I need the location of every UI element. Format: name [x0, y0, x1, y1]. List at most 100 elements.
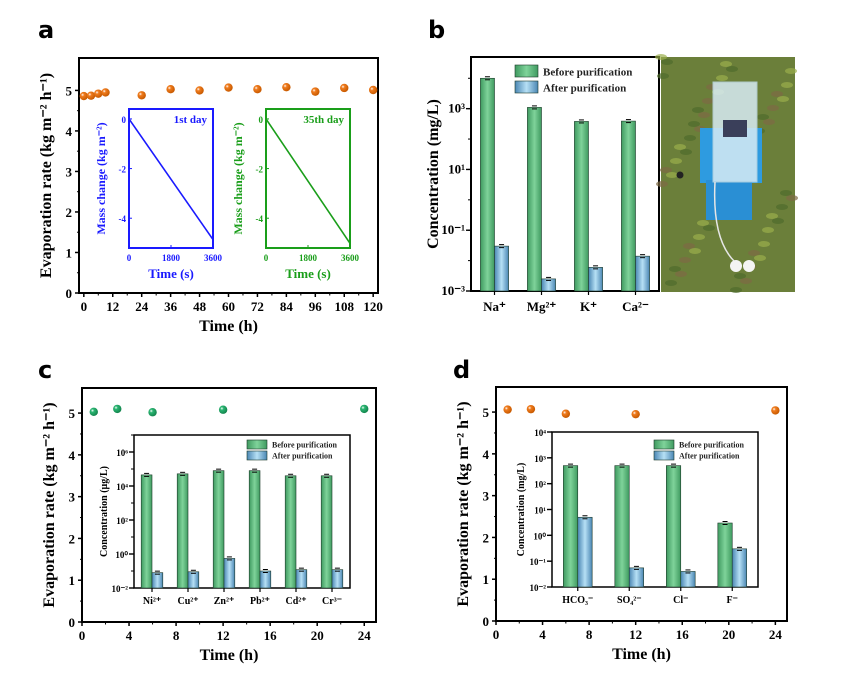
plot-frame	[495, 386, 788, 622]
y-tick-label: 4	[69, 448, 76, 463]
x-tick-label: 12	[106, 299, 119, 314]
grass-patch	[767, 105, 779, 111]
x-axis-title: Time (h)	[200, 647, 259, 664]
y-tick-label: 3	[69, 490, 76, 505]
data-point	[526, 404, 536, 414]
data-point	[503, 405, 512, 414]
bar-after-purification	[494, 245, 509, 292]
y-tick-label: 10⁶	[116, 448, 128, 458]
grass-patch	[734, 273, 746, 279]
x-tick-label: 48	[193, 299, 207, 314]
category-label: Cr³⁻	[322, 596, 342, 607]
y-tick-label: 0	[69, 615, 76, 630]
data-point	[218, 405, 228, 414]
y-tick-label: 10⁻¹	[441, 222, 465, 237]
y-tick-label: 10⁴	[534, 428, 546, 438]
bar-after-purification	[541, 278, 556, 292]
grass-patch	[758, 241, 770, 247]
bar-before-purification	[212, 470, 225, 589]
legend-label: After purification	[679, 452, 740, 461]
y-tick-label: 3	[483, 489, 490, 504]
bar-after-purification	[628, 567, 644, 588]
bar-before-purification	[621, 120, 636, 292]
bar-after-purification	[259, 570, 272, 589]
data-point	[631, 409, 640, 419]
legend-label: After purification	[272, 452, 333, 461]
category-label: F⁻	[727, 595, 738, 606]
data-point	[89, 407, 98, 417]
y-tick-label: 10²	[116, 516, 128, 526]
legend-label: Before purification	[679, 441, 745, 450]
x-tick-label: 3600	[341, 253, 360, 263]
y-tick-label: 10⁴	[116, 482, 128, 492]
data-point	[253, 84, 262, 94]
grass-patch	[661, 59, 673, 65]
grass-patch	[697, 220, 709, 226]
y-axis-title: Concentration (mg/L)	[425, 99, 442, 249]
x-tick-label: 16	[264, 628, 278, 643]
y-tick-label: 0	[259, 115, 264, 125]
bar-before-purification	[140, 474, 153, 589]
grass-patch	[660, 167, 672, 173]
x-axis-title: Time (h)	[199, 318, 258, 335]
x-tick-label: 0	[127, 253, 132, 263]
x-tick-label: 0	[493, 627, 500, 642]
bar-before-purification	[563, 465, 579, 588]
data-point	[148, 408, 157, 417]
grass-patch	[780, 190, 792, 196]
bar-after-purification	[635, 255, 650, 292]
bar-before-purification	[248, 470, 261, 589]
y-axis-title: Concentration (mg/L)	[516, 463, 527, 557]
panel-c-inset-chart: 10⁻² 10⁰ 10² 10⁴ 10⁶ Concentration (μg/L) Ni²⁺…	[99, 434, 351, 607]
x-tick-label: 60	[222, 299, 235, 314]
x-tick-label: 4	[539, 627, 546, 642]
x-tick-label: 108	[334, 299, 354, 314]
legend-swatch-before	[653, 439, 675, 450]
panel-b-chart: 10⁻³ 10⁻¹ 10¹ 10³ Concentration (mg/L) Na⁺ Mg²…	[425, 56, 660, 314]
y-tick-label: 0	[483, 614, 490, 629]
grass-patch	[703, 225, 715, 231]
x-tick-label: 3600	[204, 253, 223, 263]
mass-change-line	[265, 118, 351, 244]
grass-patch	[698, 112, 710, 118]
bar-before-purification	[666, 465, 682, 588]
y-tick-label: 10⁻²	[530, 583, 547, 593]
category-label: SO₄²⁻	[617, 595, 642, 606]
blue-stand	[706, 180, 752, 220]
y-tick-label: 10⁻³	[441, 283, 465, 298]
panel-label-a: a	[38, 16, 54, 44]
x-tick-label: 20	[722, 627, 735, 642]
y-tick-label: 2	[66, 205, 73, 220]
bar-before-purification	[176, 473, 189, 589]
y-tick-label: 5	[69, 406, 76, 421]
x-tick-label: 72	[251, 299, 264, 314]
grass-patch	[785, 68, 797, 74]
grass-patch	[786, 195, 798, 201]
absorber-material	[723, 120, 747, 137]
grass-patch	[763, 119, 775, 125]
data-point	[340, 83, 349, 93]
x-tick-label: 96	[309, 299, 323, 314]
inset-y-axis-title: Mass change (kg m⁻²)	[94, 122, 108, 234]
inset-day-label: 1st day	[174, 114, 208, 126]
grass-patch	[689, 248, 701, 254]
inset-x-axis-title: Time (s)	[148, 266, 194, 281]
legend-label: Before purification	[543, 67, 632, 79]
category-label: K⁺	[580, 299, 597, 314]
grass-patch	[666, 172, 678, 178]
y-tick-label: -2	[256, 165, 264, 175]
panel-label-c: c	[38, 356, 52, 384]
grass-patch	[716, 75, 728, 81]
grass-patch	[688, 121, 700, 127]
inset-day-label: 35th day	[303, 114, 344, 126]
bar-after-purification	[295, 569, 308, 589]
bar-before-purification	[614, 465, 630, 588]
y-tick-label: 10⁻²	[112, 584, 129, 594]
grass-patch	[692, 107, 704, 113]
x-tick-label: 0	[81, 299, 88, 314]
data-point	[79, 91, 89, 101]
y-tick-label: 2	[483, 530, 490, 545]
grass-patch	[669, 266, 681, 272]
